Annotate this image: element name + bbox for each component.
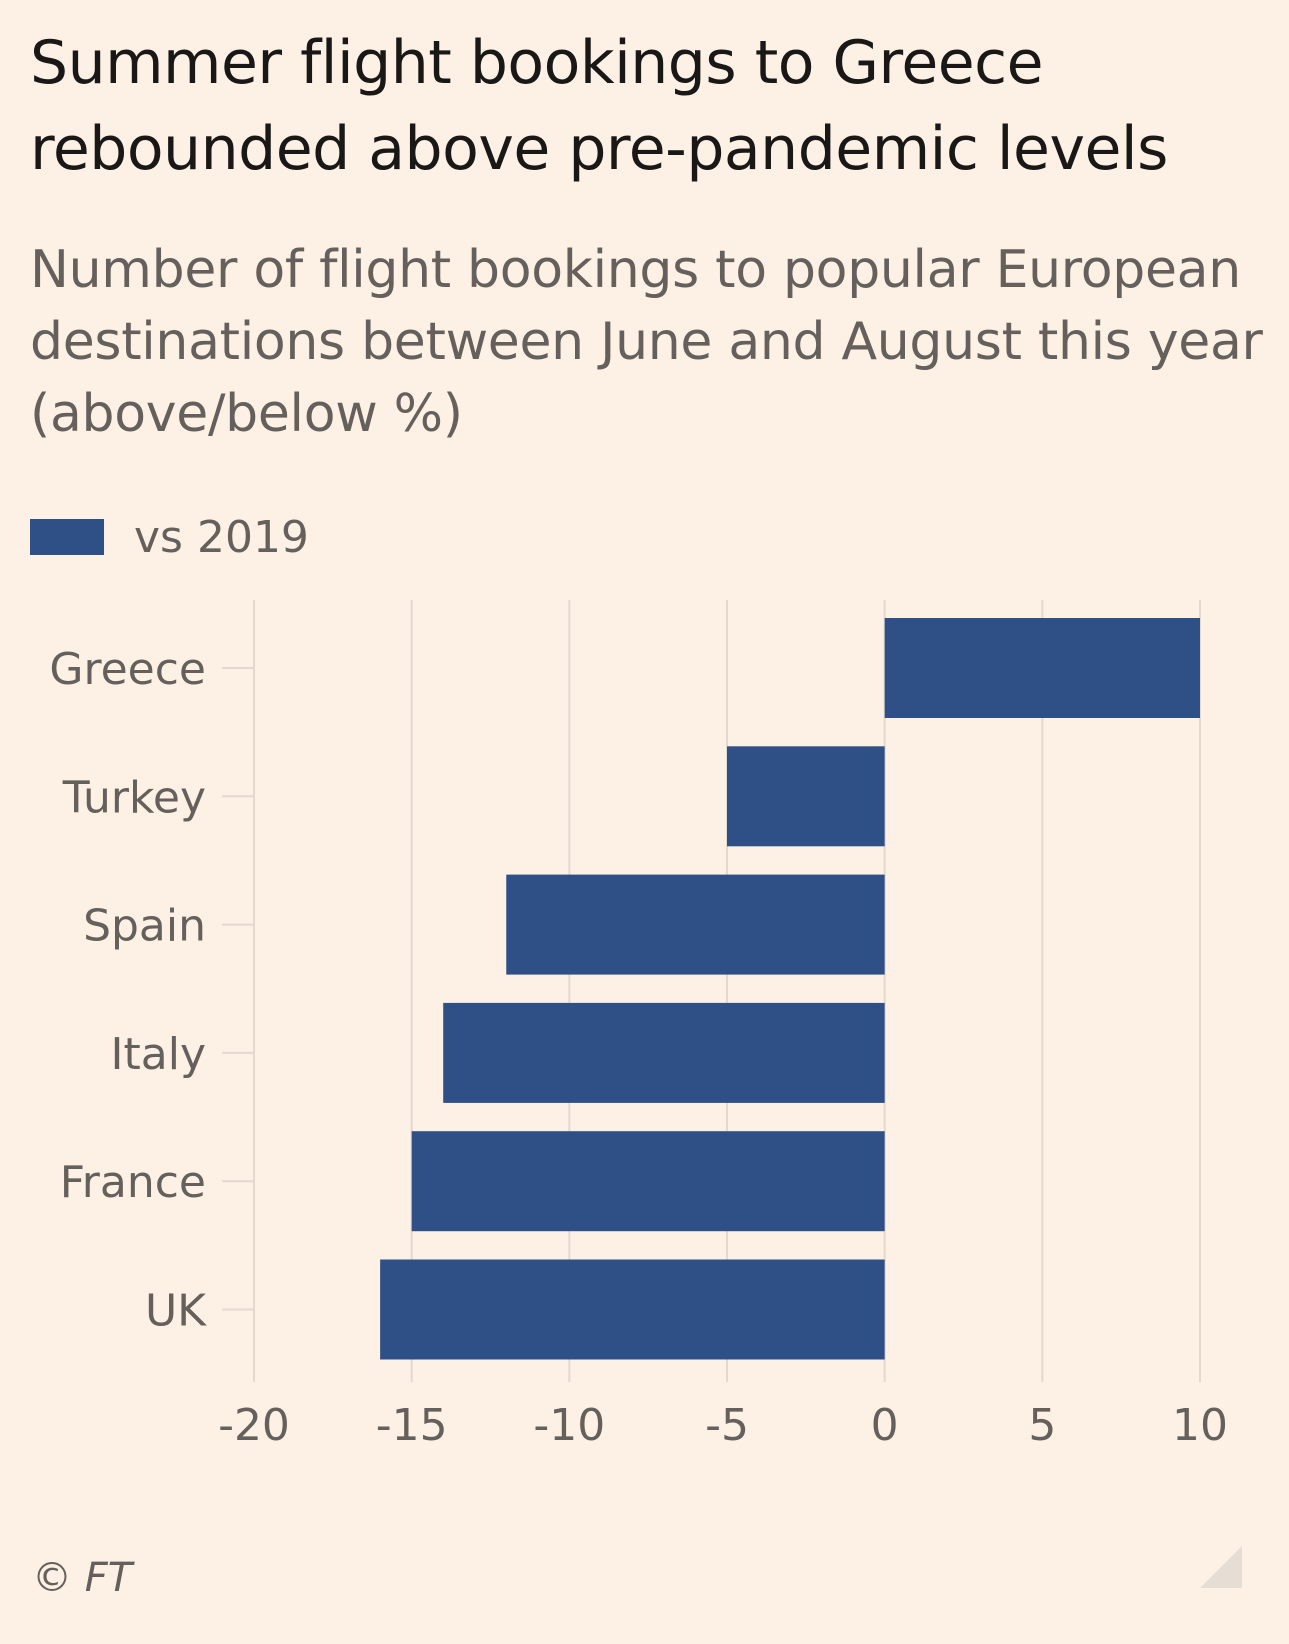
category-label: France	[60, 1157, 206, 1208]
chart-title: Summer flight bookings to Greece rebound…	[30, 28, 1168, 184]
legend: vs 2019	[30, 511, 309, 563]
category-label: Greece	[49, 644, 206, 695]
legend-label: vs 2019	[134, 511, 309, 563]
category-label: UK	[145, 1286, 207, 1337]
category-label: Spain	[83, 901, 206, 952]
x-tick-label: -15	[376, 1400, 448, 1451]
bar-italy	[443, 1002, 885, 1103]
x-tick-label: -10	[533, 1400, 605, 1451]
x-tick-label: 5	[1028, 1400, 1056, 1451]
x-tick-label: -5	[705, 1400, 749, 1451]
x-tick-label: -20	[218, 1400, 290, 1451]
legend-swatch	[30, 519, 104, 555]
bar-greece	[884, 618, 1200, 718]
bar-chart: Greece Turkey Spain Italy France UK -20 -15 -10 -…	[49, 600, 1228, 1451]
category-label: Turkey	[62, 772, 206, 823]
resize-corner-icon	[1200, 1546, 1242, 1588]
category-label: Italy	[111, 1029, 206, 1080]
chart-subtitle: Number of flight bookings to popular Eur…	[30, 240, 1263, 444]
bar-france	[411, 1131, 885, 1232]
source-credit: © FT	[32, 1555, 133, 1601]
bar-turkey	[727, 746, 885, 847]
bar-spain	[506, 874, 885, 975]
x-tick-label: 10	[1172, 1400, 1228, 1451]
x-tick-label: 0	[871, 1400, 899, 1451]
bar-uk	[380, 1259, 885, 1360]
